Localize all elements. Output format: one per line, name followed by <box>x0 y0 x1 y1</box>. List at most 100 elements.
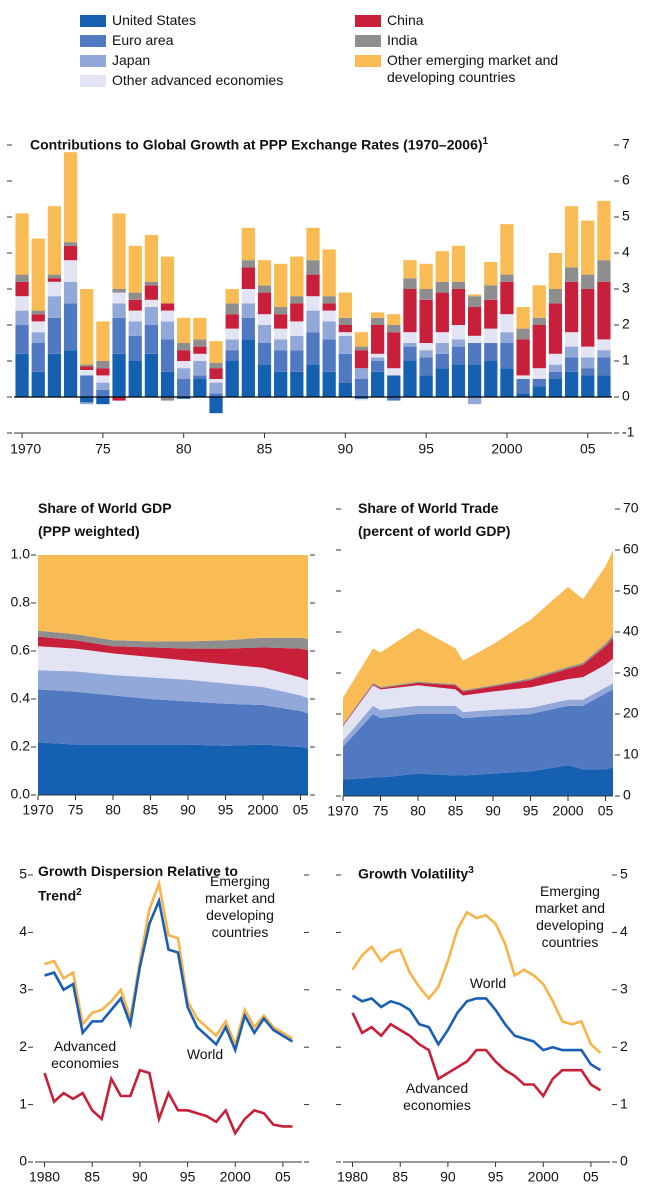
bar-segment <box>597 281 611 340</box>
bar-segment <box>451 364 466 397</box>
bar-segment <box>516 307 530 329</box>
bar-segment <box>96 368 110 376</box>
bar-segment <box>435 343 449 354</box>
bar-segment <box>63 260 78 282</box>
y-tick-label: 0 <box>622 388 630 404</box>
bar-segment <box>225 339 239 351</box>
bar-segment <box>564 332 579 347</box>
bar-segment <box>387 375 401 397</box>
bar-segment <box>80 402 94 405</box>
x-tick-label: 85 <box>392 1169 408 1184</box>
y-tick-label: 30 <box>623 664 639 680</box>
bar-segment <box>241 260 255 268</box>
x-tick-label: 2000 <box>247 802 278 818</box>
bar-segment <box>257 314 272 325</box>
y-tick-label: 20 <box>623 705 639 721</box>
x-tick-label: 05 <box>583 1169 599 1184</box>
bar-segment <box>581 274 595 289</box>
bar-segment <box>15 353 29 397</box>
x-tick-label: 1970 <box>22 802 53 818</box>
legend-label: Other advanced economies <box>112 72 284 88</box>
y-tick-label: 3 <box>19 981 27 997</box>
line-series <box>43 1068 293 1137</box>
bar-segment <box>597 260 611 282</box>
bar-segment <box>144 353 159 397</box>
area-layer <box>38 670 308 714</box>
x-tick-label: 75 <box>68 802 84 818</box>
bar-segment <box>257 260 272 286</box>
bar-segment <box>47 281 62 297</box>
bar-segment <box>290 335 304 351</box>
y-tick-label: 4 <box>19 923 27 939</box>
series-label: World <box>186 1046 224 1062</box>
bar-segment <box>403 361 417 397</box>
area-layer <box>343 689 613 780</box>
bar-segment <box>290 321 304 336</box>
legend-label: United States <box>112 12 197 28</box>
bar-segment <box>532 379 546 387</box>
bar-segment <box>241 339 255 397</box>
bar-segment <box>387 397 401 401</box>
bar-segment <box>96 397 110 405</box>
bar-segment <box>516 379 530 394</box>
x-tick-label: 75 <box>95 441 111 457</box>
x-tick-label: 95 <box>523 803 539 819</box>
bar-segment <box>128 310 142 322</box>
x-tick-label: 95 <box>180 1169 196 1184</box>
area-layer <box>38 630 308 651</box>
legend-label: Japan <box>112 52 151 68</box>
bar-segment <box>177 397 191 399</box>
x-tick-label: 2000 <box>491 441 522 457</box>
y-tick-label: 0 <box>623 787 631 803</box>
bar-segment <box>306 364 320 397</box>
bar-segment <box>160 371 175 397</box>
bar-segment <box>96 321 110 361</box>
legend-swatch <box>80 55 106 67</box>
x-tick-label: 95 <box>218 802 234 818</box>
bar-segment <box>419 343 433 351</box>
bar-segment <box>532 317 546 325</box>
bar-segment <box>144 235 159 282</box>
y-tick-label: 4 <box>622 244 630 260</box>
bar-segment <box>581 357 595 369</box>
bar-segment <box>241 303 255 318</box>
bar-segment <box>193 361 207 376</box>
bar-segment <box>15 281 29 297</box>
bar-segment <box>338 325 352 333</box>
bar-segment <box>128 361 142 397</box>
bar-segment <box>241 289 255 304</box>
chart-subtitle: (percent of world GDP) <box>358 523 511 539</box>
footnote-mark: 3 <box>468 865 474 876</box>
bar-segment <box>451 325 466 340</box>
x-tick-label: 85 <box>84 1169 100 1184</box>
area-layer <box>38 742 308 795</box>
bar-segment <box>63 152 78 243</box>
bar-segment <box>597 339 611 351</box>
bar-segment <box>112 397 126 401</box>
bar-segment <box>160 303 175 311</box>
footnote-mark: 2 <box>76 887 82 898</box>
bar-segment <box>274 339 288 351</box>
bar-segment <box>128 335 142 361</box>
x-tick-label: 95 <box>418 441 434 457</box>
bar-segment <box>306 332 320 365</box>
bar-segment <box>306 296 320 311</box>
bar-segment <box>338 382 352 397</box>
bar-segment <box>209 379 223 383</box>
bar-segment <box>467 397 482 405</box>
bar-segment <box>354 397 369 399</box>
y-tick-label: 4 <box>620 923 628 939</box>
bar-segment <box>31 314 45 322</box>
bar-segment <box>500 224 514 275</box>
bar-segment <box>548 353 563 365</box>
bar-segment <box>15 213 29 275</box>
chart-title-text: Share of World GDP <box>38 500 172 516</box>
bar-segment <box>31 321 45 333</box>
bar-segment <box>209 368 223 379</box>
bar-segment <box>306 274 320 297</box>
line-series <box>351 994 602 1072</box>
bar-segment <box>597 350 611 358</box>
y-tick-label: 1 <box>622 352 630 368</box>
area-layer <box>343 765 613 796</box>
bar-segment <box>209 382 223 394</box>
